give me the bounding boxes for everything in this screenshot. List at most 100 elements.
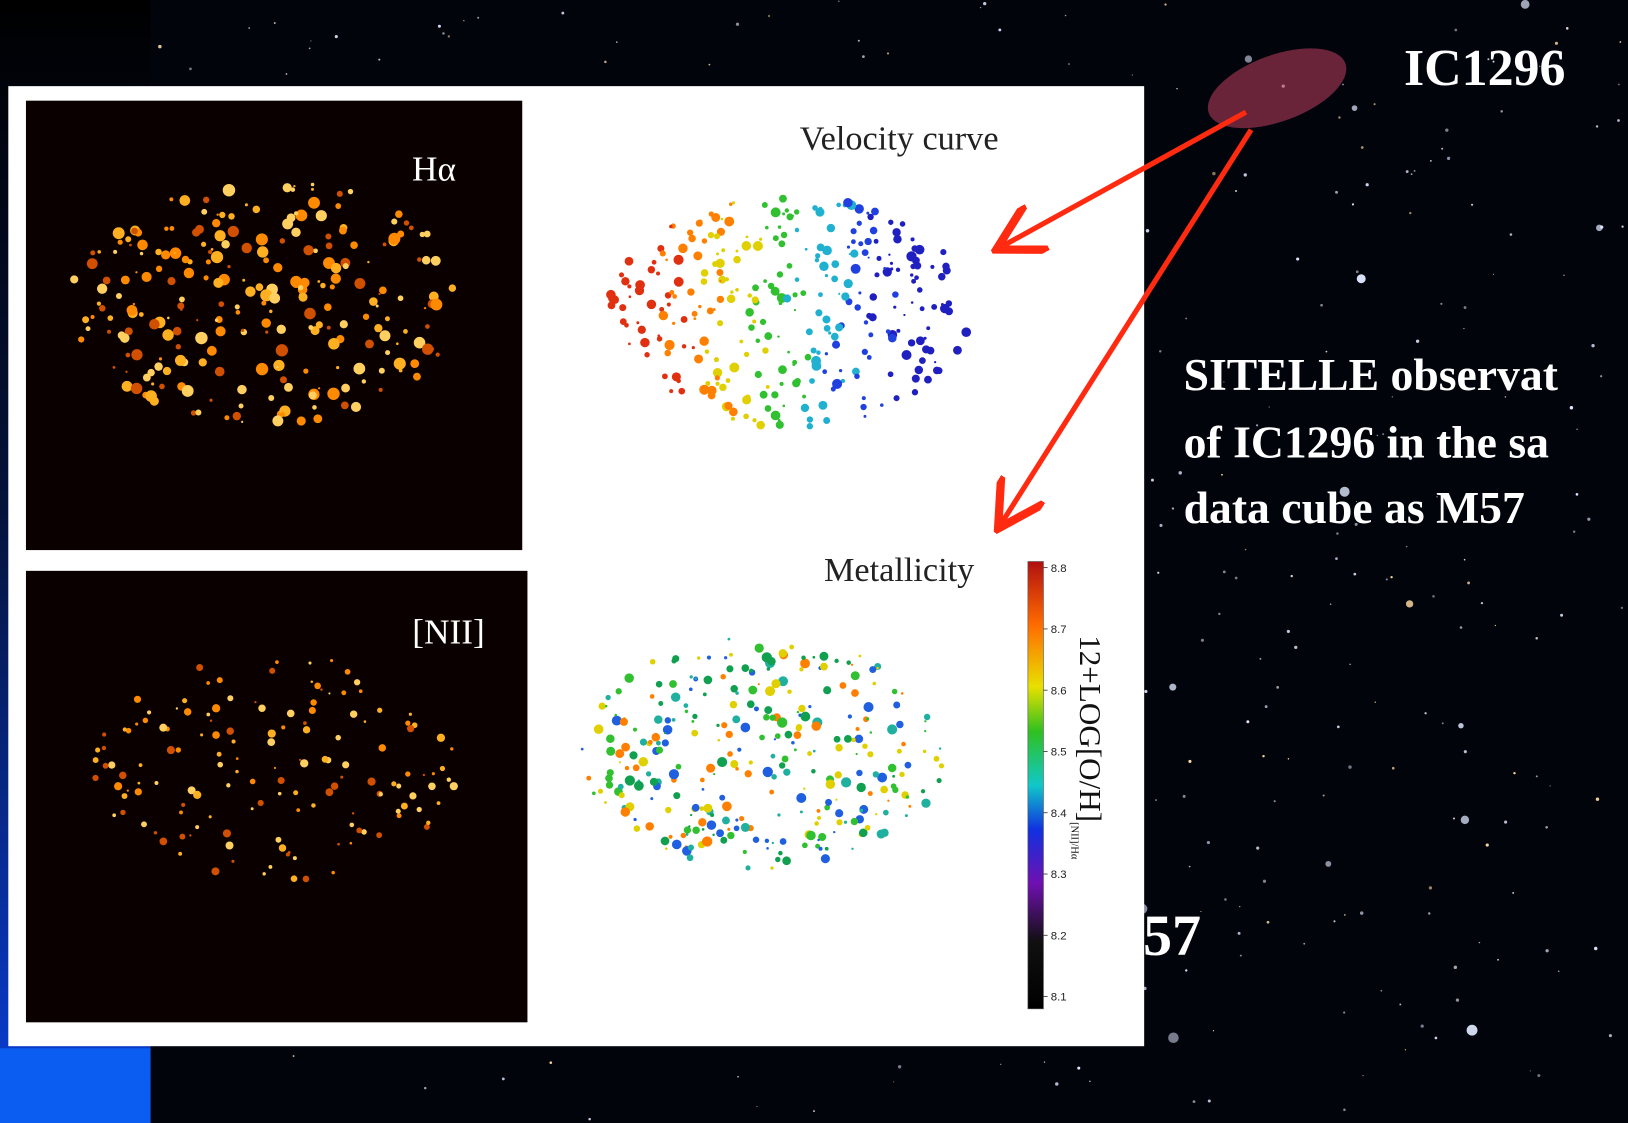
map-pixel (96, 283, 108, 294)
map-pixel (680, 832, 687, 839)
map-pixel (769, 714, 776, 721)
map-pixel (435, 352, 440, 357)
map-pixel (145, 390, 157, 402)
star (886, 52, 890, 55)
map-pixel (114, 782, 123, 791)
map-pixel (428, 300, 432, 304)
star (1218, 612, 1221, 616)
arrow (1001, 128, 1254, 524)
map-pixel (742, 395, 752, 405)
map-pixel (726, 665, 734, 673)
map-pixel (310, 182, 315, 187)
star (1185, 317, 1188, 320)
map-pixel (290, 275, 302, 288)
map-pixel (82, 316, 90, 324)
map-pixel (706, 763, 716, 773)
map-pixel (282, 218, 294, 230)
map-pixel (428, 782, 436, 791)
map-pixel (293, 211, 299, 216)
map-pixel (854, 734, 864, 744)
map-pixel (273, 359, 285, 372)
star (1221, 473, 1223, 476)
star (1399, 1003, 1402, 1006)
map-pixel (885, 329, 891, 334)
map-pixel (903, 313, 906, 317)
map-pixel (187, 786, 196, 795)
map-pixel (781, 755, 789, 763)
map-pixel (787, 689, 792, 694)
map-pixel (802, 394, 807, 399)
map-pixel (624, 673, 634, 683)
map-pixel (940, 249, 947, 256)
map-pixel (237, 384, 247, 395)
map-pixel (593, 724, 604, 735)
map-pixel (315, 321, 323, 329)
map-pixel (735, 288, 739, 292)
map-pixel (235, 310, 241, 315)
map-pixel (195, 409, 202, 416)
map-pixel (743, 351, 750, 358)
star (1405, 545, 1408, 548)
map-pixel (96, 301, 102, 306)
map-pixel (707, 231, 715, 239)
map-pixel (304, 307, 316, 320)
map-pixel (374, 323, 383, 333)
map-pixel (169, 197, 174, 202)
map-pixel (851, 737, 856, 743)
map-pixel (699, 806, 705, 811)
map-pixel (754, 643, 764, 653)
map-pixel (353, 679, 361, 686)
map-pixel (796, 792, 807, 803)
map-pixel (866, 355, 872, 360)
map-pixel (291, 227, 301, 238)
map-pixel (793, 308, 797, 312)
map-pixel (338, 226, 347, 235)
map-pixel (363, 720, 367, 723)
map-pixel (919, 306, 925, 312)
star (1463, 750, 1467, 754)
star (1169, 683, 1177, 691)
map-pixel (102, 732, 107, 737)
map-pixel (141, 821, 147, 828)
star (1391, 396, 1394, 398)
map-pixel (752, 319, 757, 324)
star (334, 35, 338, 39)
star (1453, 817, 1455, 820)
map-pixel (922, 749, 927, 754)
map-pixel (618, 761, 621, 764)
map-pixel (276, 366, 279, 369)
map-pixel (115, 292, 122, 299)
star (1620, 606, 1624, 609)
map-pixel (806, 830, 816, 841)
map-pixel (876, 829, 886, 839)
star (1460, 815, 1470, 825)
star (1537, 444, 1540, 447)
star (1458, 722, 1464, 729)
map-pixel (299, 758, 302, 762)
map-pixel (660, 836, 670, 846)
map-pixel (856, 220, 862, 226)
map-pixel (832, 378, 843, 389)
map-pixel (777, 717, 788, 728)
star (1259, 657, 1262, 660)
map-pixel (693, 251, 703, 261)
map-pixel (234, 304, 240, 310)
map-pixel (408, 712, 412, 716)
star (1348, 765, 1352, 769)
map-pixel (861, 348, 868, 356)
map-pixel (279, 238, 286, 244)
map-pixel (299, 277, 310, 288)
star (1480, 601, 1484, 605)
map-pixel (887, 799, 890, 802)
map-pixel (426, 820, 431, 825)
map-pixel (606, 734, 615, 744)
star (1594, 946, 1598, 951)
map-pixel (852, 367, 860, 376)
map-pixel (226, 727, 234, 735)
map-pixel (422, 773, 426, 777)
map-pixel (812, 749, 816, 753)
map-pixel (375, 304, 379, 308)
map-pixel (775, 856, 781, 863)
map-pixel (815, 253, 821, 259)
map-pixel (748, 685, 758, 695)
